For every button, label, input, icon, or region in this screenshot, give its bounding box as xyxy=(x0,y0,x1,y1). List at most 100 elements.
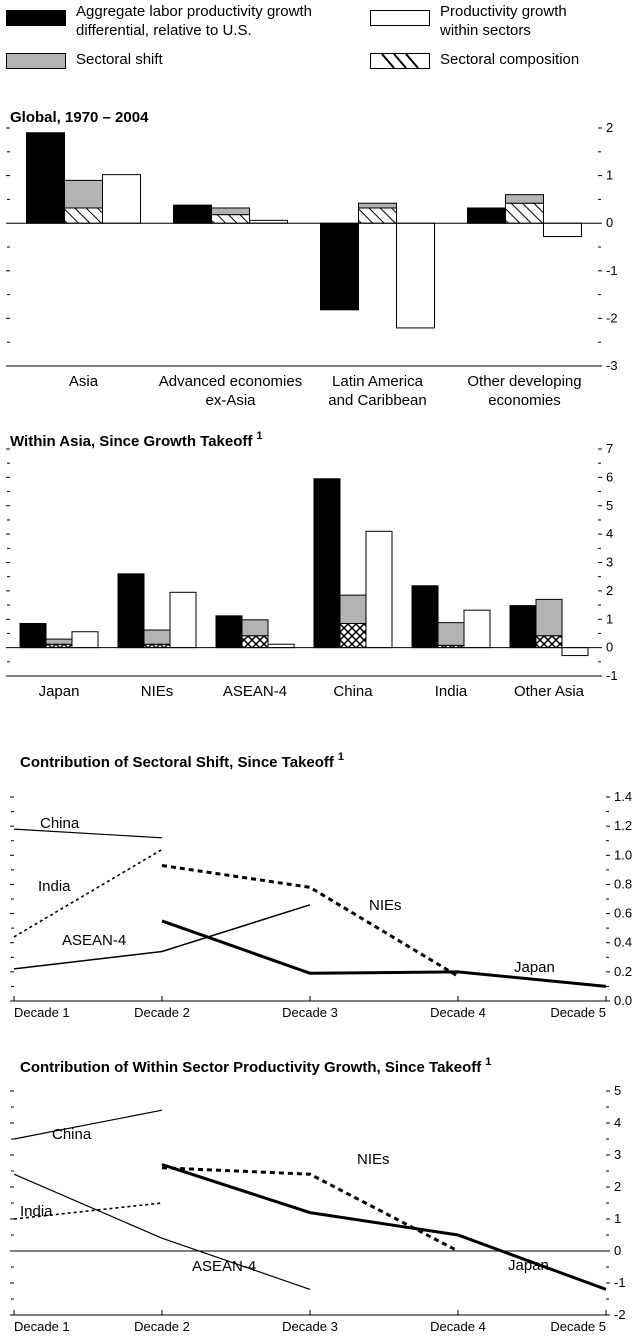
legend-label-composition: Sectoral composition xyxy=(440,51,580,68)
bar-shift-asean-4 xyxy=(241,619,269,637)
y-tick-label: 7 xyxy=(606,441,613,456)
bar-composition-latin-america-and-caribbean xyxy=(358,207,397,224)
series-line-china xyxy=(13,828,163,839)
y-tick-label: 1.2 xyxy=(614,818,632,833)
x-tick-label: Decade 2 xyxy=(134,1005,190,1020)
x-tick-label: Decade 3 xyxy=(282,1005,338,1020)
bar-within-latin-america-and-caribbean xyxy=(396,222,435,329)
y-tick-label: 3 xyxy=(606,555,613,570)
category-label-advanced-economies-ex-asia: ex-Asia xyxy=(205,392,256,409)
bar-within-asia xyxy=(102,174,141,224)
series-line-japan xyxy=(161,919,607,988)
series-label-india: India xyxy=(20,1203,53,1220)
series-line-japan xyxy=(161,1163,607,1291)
y-tick-label: 1 xyxy=(606,611,613,626)
x-tick-label: Decade 3 xyxy=(282,1319,338,1334)
chart-title-footnote: 1 xyxy=(485,1056,491,1068)
bar-composition-asia xyxy=(64,207,103,224)
y-tick-label: 0.8 xyxy=(614,876,632,891)
category-label-asean-4: ASEAN-4 xyxy=(223,683,287,700)
chart-title: Contribution of Sectoral Shift, Since Ta… xyxy=(20,754,335,771)
bar-within-nies xyxy=(169,591,197,649)
chart-title-footnote: 1 xyxy=(338,751,344,763)
bar-within-asean-4 xyxy=(267,643,295,649)
category-label-latin-america-and-caribbean: and Caribbean xyxy=(328,392,426,409)
category-label-other-asia: Other Asia xyxy=(514,683,585,700)
bar-within-china xyxy=(365,530,393,649)
legend-item-shift: Sectoral shift xyxy=(6,50,163,69)
chart-title: Contribution of Within Sector Productivi… xyxy=(20,1059,482,1076)
bar-composition-china xyxy=(339,623,367,649)
y-tick-label: 3 xyxy=(614,1147,621,1162)
bar-aggregate-latin-america-and-caribbean xyxy=(320,222,359,311)
y-tick-label: -1 xyxy=(606,263,618,278)
series-line-asean-4 xyxy=(13,904,311,970)
y-tick-label: -3 xyxy=(606,358,618,373)
y-tick-label: 0 xyxy=(606,215,613,230)
x-tick-label: Decade 2 xyxy=(134,1319,190,1334)
bar-within-india xyxy=(463,609,491,649)
chart-title: Within Asia, Since Growth Takeoff xyxy=(10,433,253,450)
bar-shift-other-developing-economies xyxy=(505,194,544,204)
legend-label-aggregate: Aggregate labor productivity growth diff… xyxy=(76,3,312,39)
bar-composition-asean-4 xyxy=(241,635,269,649)
y-tick-label: 2 xyxy=(606,120,613,135)
category-label-latin-america-and-caribbean: Latin America xyxy=(332,373,424,390)
x-tick-label: Decade 4 xyxy=(430,1319,486,1334)
y-tick-label: 4 xyxy=(614,1115,621,1130)
legend-swatch-aggregate xyxy=(6,10,66,26)
legend-swatch-composition xyxy=(370,53,430,69)
y-tick-label: 4 xyxy=(606,526,613,541)
series-line-asean-4 xyxy=(13,1173,311,1290)
bar-shift-latin-america-and-caribbean xyxy=(358,202,397,209)
category-label-nies: NIEs xyxy=(141,683,174,700)
bar-aggregate-other-developing-economies xyxy=(467,207,506,224)
bar-aggregate-asia xyxy=(26,132,65,224)
y-tick-label: 0 xyxy=(614,1243,621,1258)
y-tick-label: 1 xyxy=(606,168,613,183)
bar-composition-other-developing-economies xyxy=(505,202,544,224)
y-tick-label: 0.4 xyxy=(614,935,632,950)
series-line-nies xyxy=(161,864,459,978)
y-tick-label: 1.4 xyxy=(614,789,632,804)
bar-aggregate-advanced-economies-ex-asia xyxy=(173,204,212,224)
bar-shift-china xyxy=(339,594,367,625)
x-tick-label: Decade 1 xyxy=(14,1319,70,1334)
y-tick-label: 1 xyxy=(614,1211,621,1226)
y-tick-label: 5 xyxy=(614,1083,621,1098)
category-label-asia: Asia xyxy=(69,373,99,390)
bar-composition-other-asia xyxy=(535,635,563,649)
series-line-nies xyxy=(161,1166,459,1253)
bar-aggregate-asean-4 xyxy=(215,615,243,649)
series-line-india xyxy=(13,1202,163,1220)
y-tick-label: -1 xyxy=(614,1275,626,1290)
legend-item-aggregate: Aggregate labor productivity growth diff… xyxy=(6,2,312,40)
chart-sectoral-shift: Contribution of Sectoral Shift, Since Ta… xyxy=(10,751,632,1020)
y-tick-label: 1.0 xyxy=(614,847,632,862)
bar-shift-advanced-economies-ex-asia xyxy=(211,207,250,216)
series-line-china xyxy=(13,1109,163,1140)
x-tick-label: Decade 4 xyxy=(430,1005,486,1020)
bar-aggregate-nies xyxy=(117,573,145,649)
x-tick-label: Decade 5 xyxy=(550,1005,606,1020)
category-label-other-developing-economies: economies xyxy=(488,392,561,409)
x-tick-label: Decade 1 xyxy=(14,1005,70,1020)
y-tick-label: 0.6 xyxy=(614,906,632,921)
bar-shift-other-asia xyxy=(535,598,563,637)
chart-global: Global, 1970 – 2004 Asia Advanced economie… xyxy=(6,109,618,409)
bar-aggregate-other-asia xyxy=(509,605,537,649)
y-tick-label: -2 xyxy=(614,1307,626,1322)
bar-shift-nies xyxy=(143,629,171,645)
bar-within-other-developing-economies xyxy=(543,222,582,238)
category-label-india: India xyxy=(435,683,468,700)
bar-composition-japan xyxy=(45,643,73,649)
bar-shift-india xyxy=(437,622,465,646)
y-tick-label: 0 xyxy=(606,640,613,655)
series-label-japan: Japan xyxy=(514,959,555,976)
y-tick-label: 2 xyxy=(614,1179,621,1194)
series-label-nies: NIEs xyxy=(357,1151,390,1168)
category-label-advanced-economies-ex-asia: Advanced economies xyxy=(159,373,302,390)
chart-within-sector-growth: Contribution of Within Sector Productivi… xyxy=(10,1056,626,1334)
bar-shift-japan xyxy=(45,638,73,645)
legend-item-composition: Sectoral composition xyxy=(370,50,579,69)
